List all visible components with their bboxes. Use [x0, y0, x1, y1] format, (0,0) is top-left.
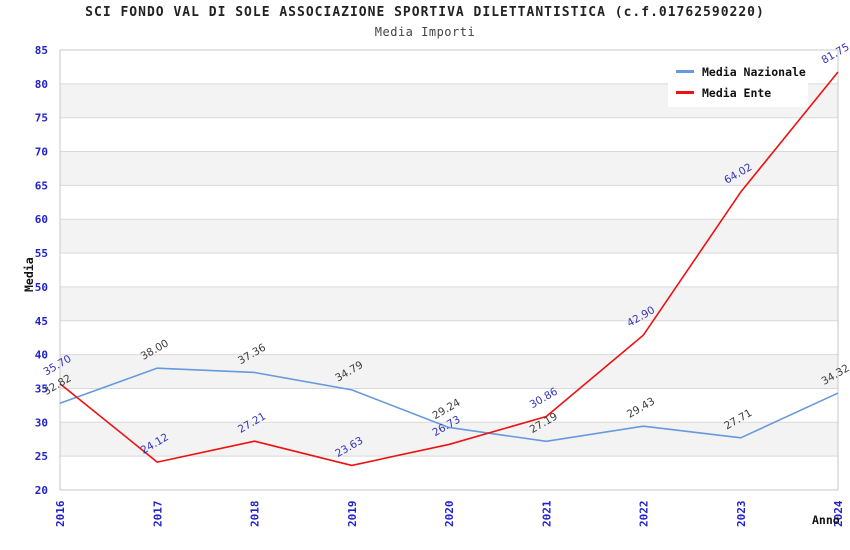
grid-band [60, 219, 838, 254]
y-tick-label: 20 [35, 484, 48, 497]
y-tick-label: 60 [35, 213, 48, 226]
y-tick-label: 50 [35, 281, 48, 294]
x-tick-label: 2023 [735, 501, 748, 528]
data-point-label: 81.75 [820, 41, 850, 66]
x-axis-title: Anno [812, 513, 840, 527]
series-line [59, 367, 839, 443]
data-point-label: 29.43 [625, 395, 657, 420]
legend-item-media-ente: Media Ente [676, 82, 808, 103]
series-line [59, 71, 839, 467]
x-tick-label: 2019 [346, 501, 359, 528]
y-tick-label: 45 [35, 315, 48, 328]
legend: Media Nazionale Media Ente [668, 57, 808, 107]
y-axis-title: Media [22, 257, 36, 292]
x-tick-label: 2018 [249, 501, 262, 528]
y-tick-label: 70 [35, 146, 48, 159]
legend-swatch-ente-icon [676, 91, 694, 94]
y-tick-label: 85 [35, 44, 48, 57]
y-tick-label: 30 [35, 416, 48, 429]
y-tick-label: 25 [35, 450, 48, 463]
legend-label-ente: Media Ente [702, 85, 772, 100]
x-tick-label: 2021 [540, 500, 553, 527]
legend-label-nazionale: Media Nazionale [702, 64, 806, 79]
grid-band [60, 151, 838, 186]
x-tick-label: 2017 [151, 501, 164, 528]
chart-subtitle: Media Importi [374, 25, 476, 39]
y-tick-label: 35 [35, 382, 48, 395]
legend-item-media-nazionale: Media Nazionale [676, 61, 808, 82]
chart-title: SCI FONDO VAL DI SOLE ASSOCIAZIONE SPORT… [85, 5, 765, 20]
y-tick-label: 55 [35, 247, 48, 260]
x-tick-label: 2020 [443, 501, 456, 528]
x-tick-label: 2016 [54, 500, 67, 527]
x-tick-label: 2022 [638, 501, 651, 528]
y-tick-label: 80 [35, 78, 48, 91]
data-point-label: 30.86 [528, 386, 560, 412]
y-tick-label: 65 [35, 179, 48, 192]
grid-band [60, 286, 838, 321]
grid-band [60, 354, 838, 389]
y-tick-label: 40 [35, 349, 48, 362]
x-tick-label: 2024 [832, 500, 845, 527]
legend-swatch-nazionale-icon [676, 70, 694, 73]
plot-border [59, 49, 839, 491]
y-tick-label: 75 [35, 112, 48, 125]
